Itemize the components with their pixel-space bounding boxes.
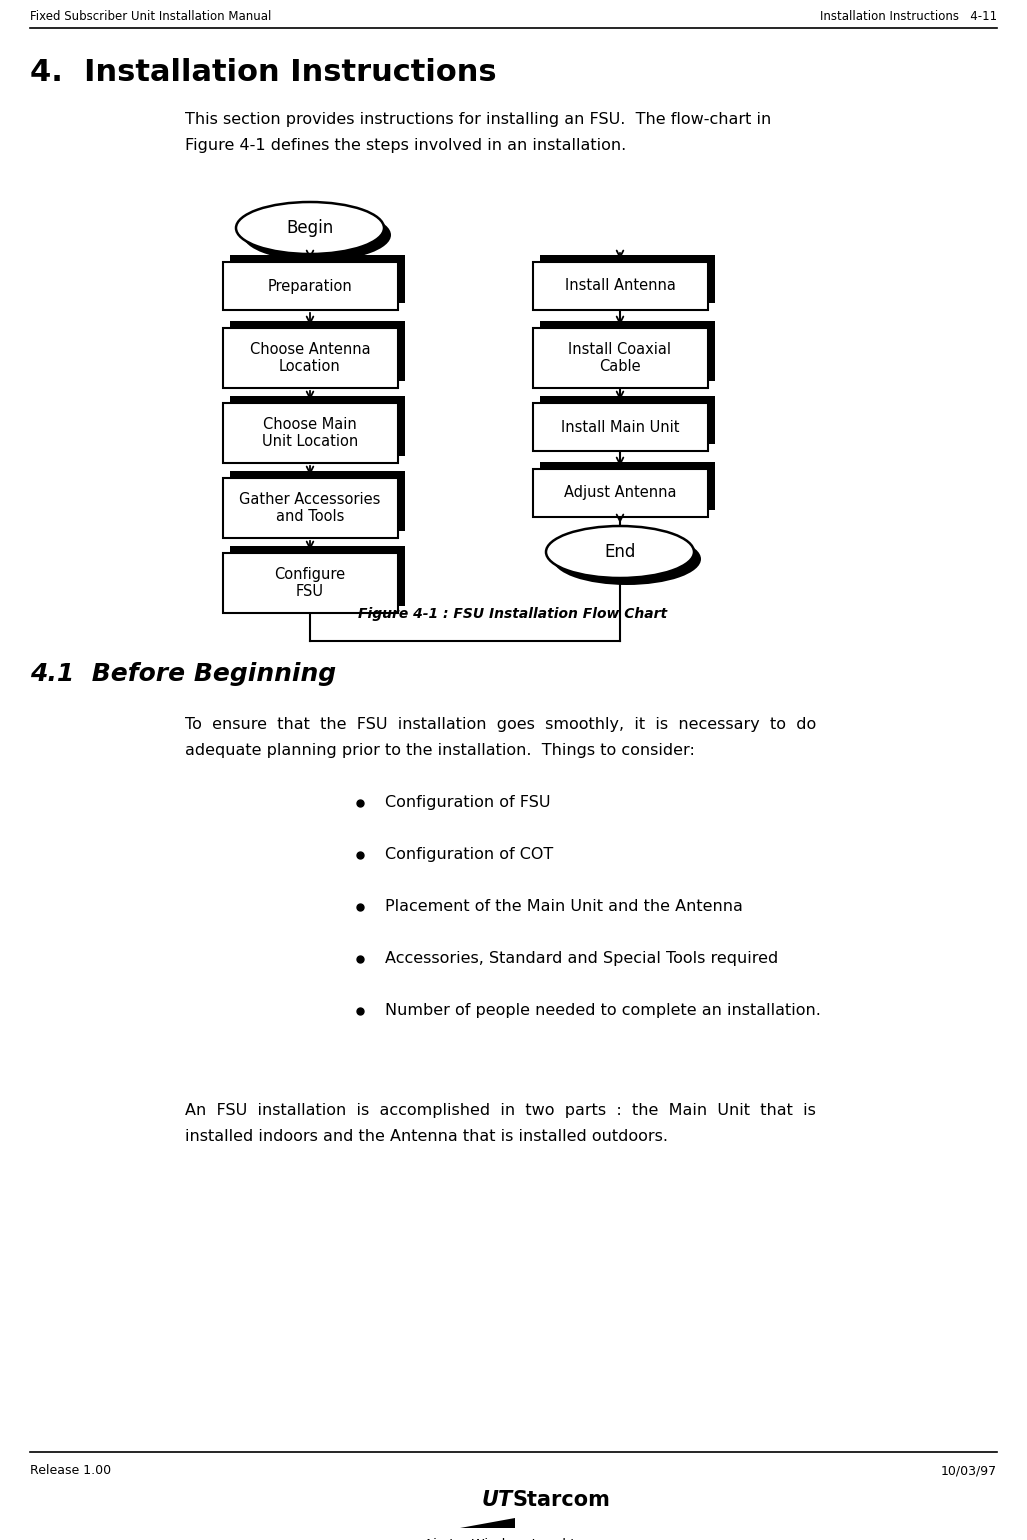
FancyBboxPatch shape: [539, 256, 715, 303]
Text: 10/03/97: 10/03/97: [941, 1465, 997, 1477]
Text: Figure 4-1 : FSU Installation Flow Chart: Figure 4-1 : FSU Installation Flow Chart: [358, 607, 668, 621]
Text: adequate planning prior to the installation.  Things to consider:: adequate planning prior to the installat…: [185, 742, 695, 758]
Text: Install Coaxial
Cable: Install Coaxial Cable: [569, 342, 672, 374]
Text: UT: UT: [482, 1491, 514, 1511]
FancyBboxPatch shape: [533, 470, 708, 517]
Ellipse shape: [553, 533, 701, 585]
FancyBboxPatch shape: [533, 262, 708, 310]
Text: Fixed Subscriber Unit Installation Manual: Fixed Subscriber Unit Installation Manua…: [30, 9, 271, 23]
Ellipse shape: [236, 202, 384, 254]
FancyBboxPatch shape: [229, 396, 405, 456]
Text: Adjust Antenna: Adjust Antenna: [564, 485, 676, 501]
Text: Install Antenna: Install Antenna: [565, 279, 676, 294]
FancyBboxPatch shape: [229, 471, 405, 531]
Text: Airstar-Wireless Local Loop: Airstar-Wireless Local Loop: [424, 1538, 602, 1540]
Text: End: End: [604, 544, 636, 561]
FancyBboxPatch shape: [223, 328, 397, 388]
Text: Placement of the Main Unit and the Antenna: Placement of the Main Unit and the Anten…: [385, 899, 743, 915]
Text: installed indoors and the Antenna that is installed outdoors.: installed indoors and the Antenna that i…: [185, 1129, 668, 1144]
Text: Gather Accessories
and Tools: Gather Accessories and Tools: [239, 491, 381, 524]
Ellipse shape: [243, 209, 391, 260]
Text: 4.1  Before Beginning: 4.1 Before Beginning: [30, 662, 336, 685]
Text: Choose Antenna
Location: Choose Antenna Location: [250, 342, 371, 374]
Text: Choose Main
Unit Location: Choose Main Unit Location: [262, 417, 358, 450]
FancyBboxPatch shape: [533, 328, 708, 388]
Text: Starcom: Starcom: [514, 1491, 611, 1511]
Text: Preparation: Preparation: [268, 279, 352, 294]
FancyBboxPatch shape: [223, 403, 397, 464]
FancyBboxPatch shape: [539, 462, 715, 510]
Text: Figure 4-1 defines the steps involved in an installation.: Figure 4-1 defines the steps involved in…: [185, 139, 626, 152]
Text: 4.  Installation Instructions: 4. Installation Instructions: [30, 59, 497, 86]
Ellipse shape: [546, 527, 694, 578]
Text: An  FSU  installation  is  accomplished  in  two  parts  :  the  Main  Unit  tha: An FSU installation is accomplished in t…: [185, 1103, 815, 1118]
Text: Installation Instructions   4-11: Installation Instructions 4-11: [820, 9, 997, 23]
FancyBboxPatch shape: [539, 396, 715, 444]
Text: Configuration of FSU: Configuration of FSU: [385, 795, 550, 810]
Text: To  ensure  that  the  FSU  installation  goes  smoothly,  it  is  necessary  to: To ensure that the FSU installation goes…: [185, 718, 816, 731]
FancyBboxPatch shape: [229, 320, 405, 380]
FancyBboxPatch shape: [229, 547, 405, 607]
FancyBboxPatch shape: [539, 320, 715, 380]
FancyBboxPatch shape: [223, 553, 397, 613]
FancyBboxPatch shape: [223, 262, 397, 310]
FancyBboxPatch shape: [533, 403, 708, 451]
Text: Release 1.00: Release 1.00: [30, 1465, 111, 1477]
Text: Configuration of COT: Configuration of COT: [385, 847, 554, 862]
Polygon shape: [460, 1518, 515, 1528]
FancyBboxPatch shape: [229, 256, 405, 303]
Text: Accessories, Standard and Special Tools required: Accessories, Standard and Special Tools …: [385, 952, 778, 966]
FancyBboxPatch shape: [223, 477, 397, 537]
Text: Configure
FSU: Configure FSU: [274, 567, 345, 599]
Text: This section provides instructions for installing an FSU.  The flow-chart in: This section provides instructions for i…: [185, 112, 771, 126]
Text: Install Main Unit: Install Main Unit: [561, 419, 679, 434]
Text: Begin: Begin: [287, 219, 334, 237]
Text: Number of people needed to complete an installation.: Number of people needed to complete an i…: [385, 1003, 821, 1018]
